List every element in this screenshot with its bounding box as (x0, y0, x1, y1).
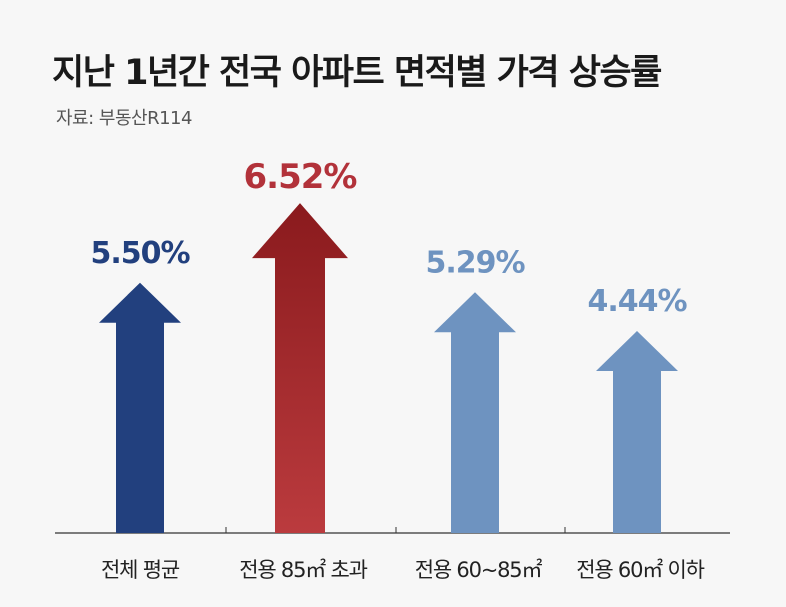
arrow-bar (99, 282, 181, 533)
arrow-bar (596, 330, 678, 533)
arrow-bar (434, 292, 516, 533)
value-label: 5.29% (425, 245, 525, 280)
category-label: 전체 평균 (101, 558, 180, 582)
category-label: 전용 60~85㎡ (415, 558, 543, 582)
value-label: 6.52% (244, 157, 357, 197)
category-label: 전용 85㎡ 초과 (239, 558, 367, 582)
category-label: 전용 60㎡ 이하 (576, 558, 704, 582)
value-label: 4.44% (587, 284, 687, 319)
arrow-bar (252, 203, 348, 533)
chart-title: 지난 1년간 전국 아파트 면적별 가격 상승률 (52, 53, 662, 93)
value-label: 5.50% (90, 236, 190, 271)
source-note: 자료: 부동산R114 (56, 108, 192, 129)
